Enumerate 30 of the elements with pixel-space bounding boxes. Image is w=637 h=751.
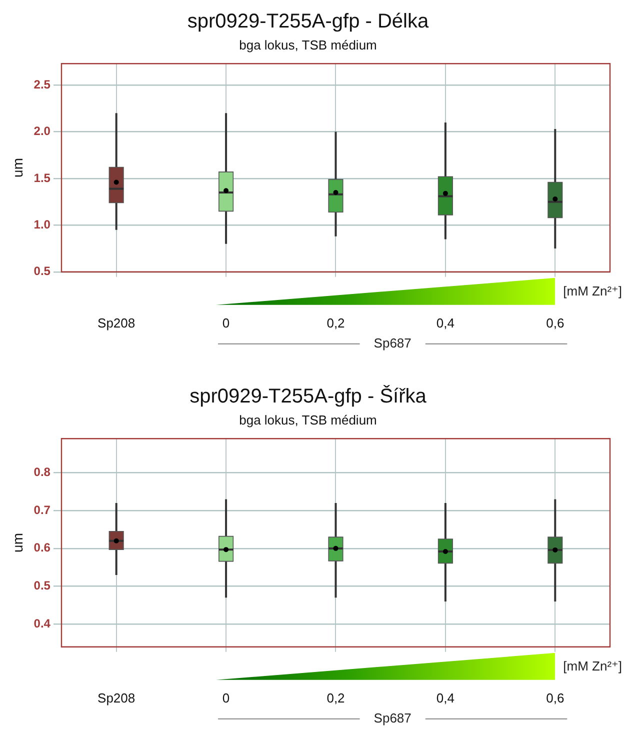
y-tick-label: 0.8	[34, 465, 51, 479]
y-tick-label: 0.5	[34, 578, 51, 593]
chart-subtitle: bga lokus, TSB médium	[239, 37, 377, 52]
x-tick-label: Sp208	[98, 316, 136, 331]
x-tick-label: 0,4	[436, 690, 454, 706]
chart-title: spr0929-T255A-gfp - Délka	[187, 10, 430, 33]
y-axis-title: um	[9, 158, 26, 178]
y-tick-label: 0.6	[34, 540, 51, 555]
y-tick-label: 2.5	[34, 77, 51, 92]
x-tick-label: 0,6	[546, 316, 564, 331]
x-tick-label: 0	[222, 690, 230, 706]
x-tick-label: 0,2	[326, 690, 345, 706]
text: Sp687	[374, 710, 412, 726]
chart-subtitle: bga lokus, TSB médium	[239, 412, 377, 428]
y-tick-label: 2.0	[34, 124, 51, 138]
y-tick-label: 0.4	[34, 616, 51, 630]
text: [mM Zn²⁺]	[563, 658, 622, 674]
y-tick-label: 0.7	[34, 502, 51, 517]
text: [mM Zn²⁺]	[563, 283, 622, 298]
x-tick-label: 0,2	[326, 316, 345, 331]
x-tick-label: Sp208	[98, 690, 136, 706]
y-tick-label: 1.0	[34, 218, 51, 232]
chart-title: spr0929-T255A-gfp - Šířka	[190, 384, 428, 408]
y-tick-label: 0.5	[34, 264, 51, 278]
text: Sp687	[374, 335, 412, 350]
x-tick-label: 0	[222, 316, 230, 331]
y-axis-title: um	[9, 533, 26, 552]
x-tick-label: 0,4	[436, 316, 454, 331]
x-tick-label: 0,6	[546, 690, 564, 706]
y-tick-label: 1.5	[34, 170, 51, 185]
